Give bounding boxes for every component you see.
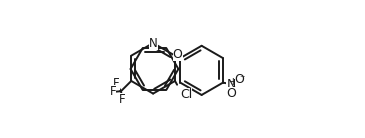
Text: N: N bbox=[149, 37, 158, 50]
Text: F: F bbox=[110, 85, 116, 98]
Text: O: O bbox=[226, 87, 236, 100]
Text: F: F bbox=[113, 77, 119, 90]
Text: +: + bbox=[229, 77, 238, 87]
Text: O: O bbox=[235, 73, 245, 86]
Text: F: F bbox=[119, 93, 126, 106]
Text: O: O bbox=[173, 48, 182, 61]
Text: ⁻: ⁻ bbox=[239, 74, 245, 84]
Text: Cl: Cl bbox=[180, 88, 192, 101]
Text: N: N bbox=[226, 78, 236, 91]
